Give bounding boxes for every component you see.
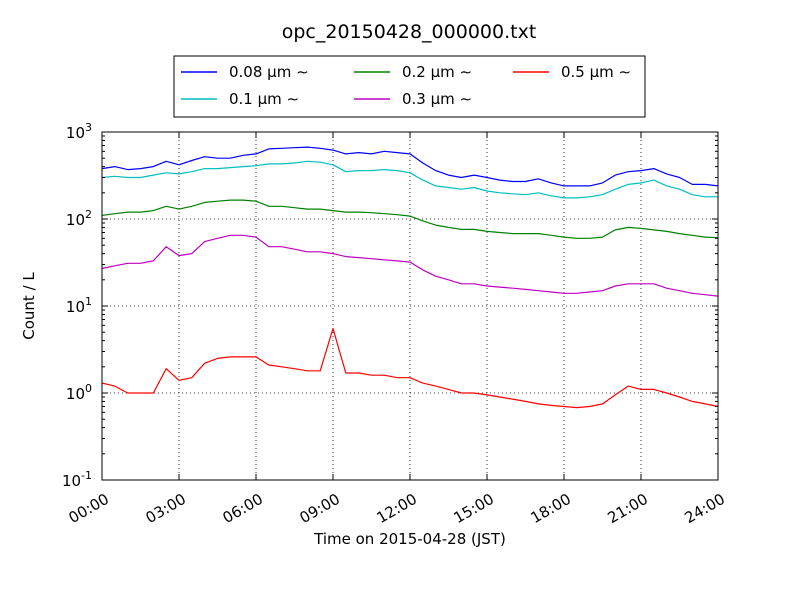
series-line-4 bbox=[101, 328, 719, 409]
legend: 0.08 μm ∼ 0.1 μm ∼ 0.2 μm ∼ 0.3 μm ∼ 0.5 μm … bbox=[173, 55, 646, 118]
x-tick-label: 06:00 bbox=[220, 490, 266, 527]
y-tick-label: 102 bbox=[66, 208, 92, 229]
plot-area bbox=[101, 131, 719, 481]
legend-entries: 0.08 μm ∼ 0.1 μm ∼ 0.2 μm ∼ 0.3 μm ∼ 0.5 μm … bbox=[181, 63, 631, 108]
x-axis-label: Time on 2015-04-28 (JST) bbox=[313, 530, 506, 548]
x-tick-label: 24:00 bbox=[682, 490, 728, 527]
series-line-2 bbox=[101, 199, 719, 239]
x-tick-label: 15:00 bbox=[451, 490, 497, 527]
legend-label: 0.5 μm ∼ bbox=[561, 63, 631, 81]
series-line-3 bbox=[101, 234, 719, 297]
legend-label: 0.3 μm ∼ bbox=[402, 90, 472, 108]
y-axis-label: Count / L bbox=[20, 272, 38, 340]
legend-box bbox=[173, 55, 646, 118]
x-tick-labels: 00:00 03:00 06:00 09:00 12:00 15:00 18:00 21:00… bbox=[66, 490, 728, 527]
x-tick-label: 18:00 bbox=[528, 490, 574, 527]
series-line-1 bbox=[101, 160, 718, 199]
y-tick-label: 100 bbox=[66, 382, 92, 403]
x-tick-label: 21:00 bbox=[605, 490, 651, 527]
y-tick-label: 103 bbox=[66, 121, 92, 142]
x-tick-label: 09:00 bbox=[297, 490, 343, 527]
ticks bbox=[101, 131, 719, 481]
grid bbox=[102, 132, 718, 480]
y-tick-labels: 10-1 100 101 102 103 bbox=[62, 121, 92, 490]
y-tick-label: 10-1 bbox=[62, 469, 92, 490]
series-line-0 bbox=[101, 146, 719, 187]
legend-label: 0.2 μm ∼ bbox=[402, 63, 472, 81]
x-tick-label: 12:00 bbox=[374, 490, 420, 527]
legend-label: 0.08 μm ∼ bbox=[229, 63, 309, 81]
y-tick-label: 101 bbox=[66, 295, 92, 316]
legend-label: 0.1 μm ∼ bbox=[229, 90, 299, 108]
chart-title: opc_20150428_000000.txt bbox=[282, 21, 537, 43]
x-tick-label: 00:00 bbox=[66, 490, 112, 527]
series-layer bbox=[101, 146, 719, 409]
x-tick-label: 03:00 bbox=[143, 490, 189, 527]
